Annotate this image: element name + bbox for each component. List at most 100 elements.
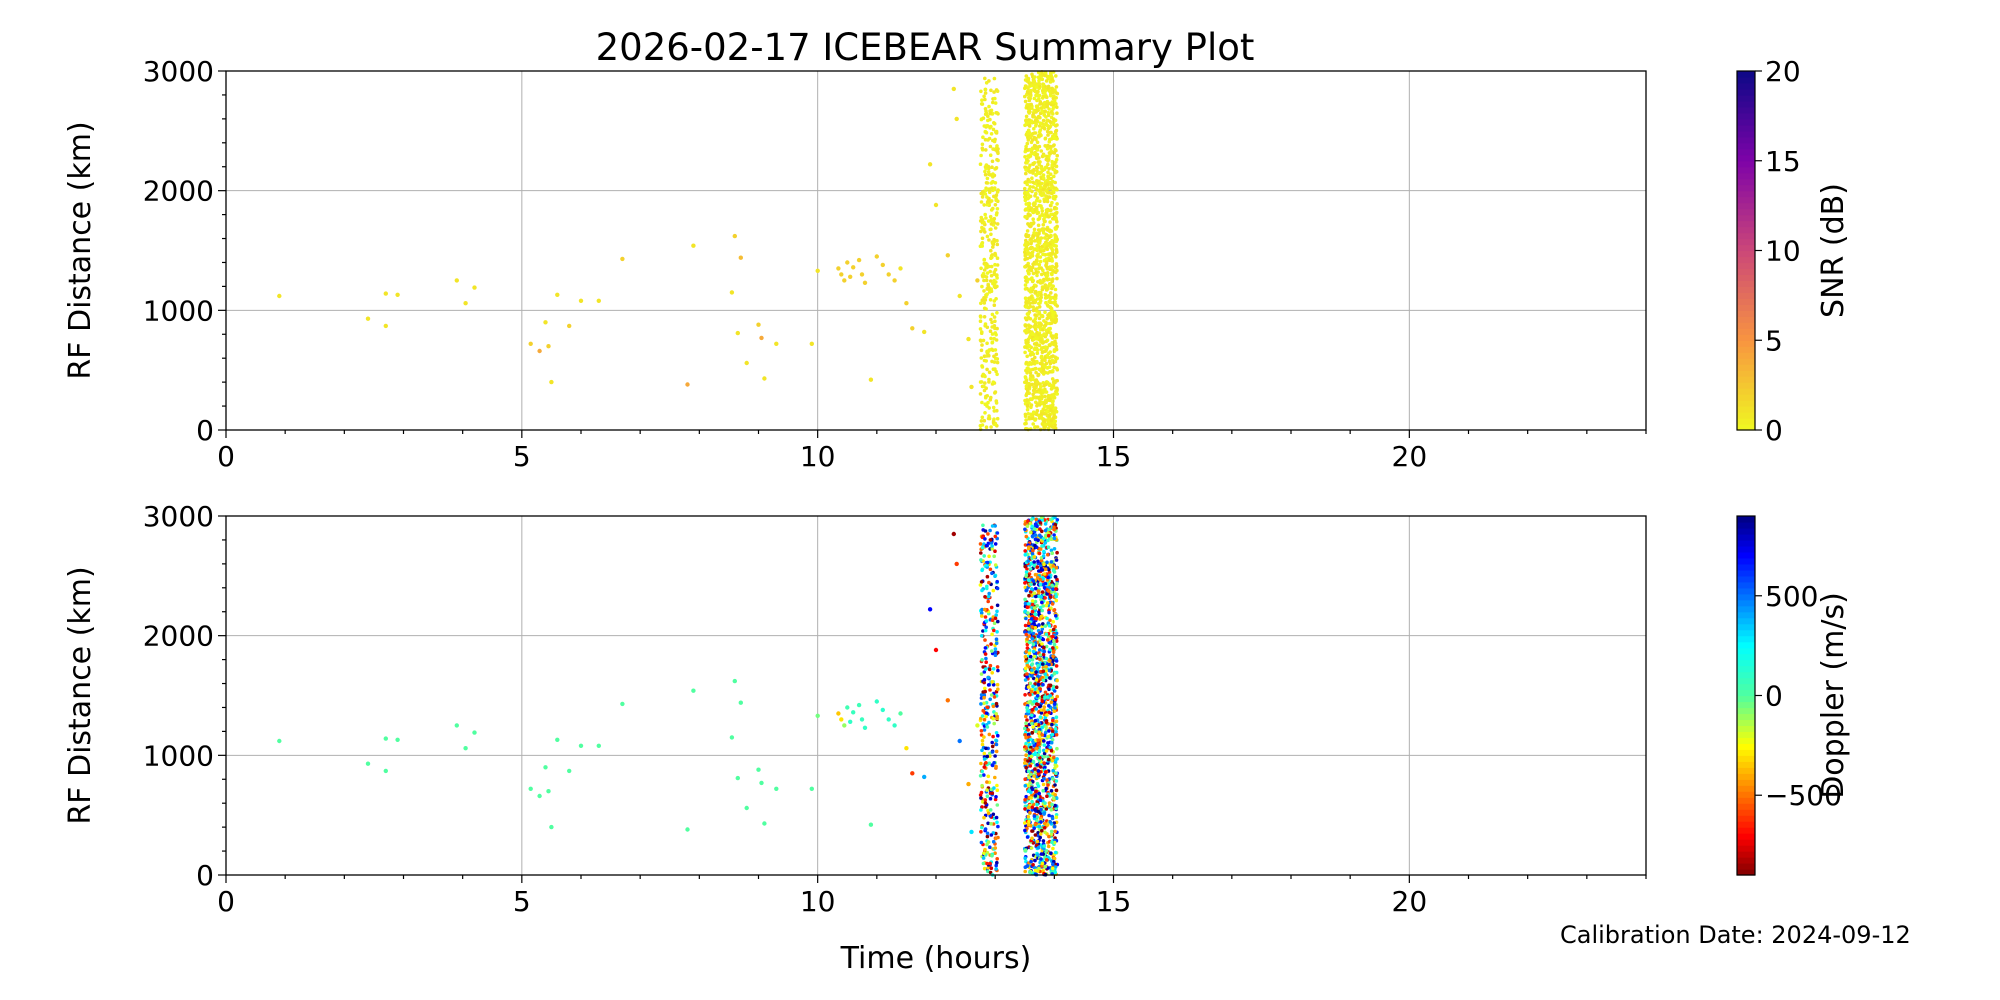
scatter-point (578, 743, 584, 748)
scatter-point (1032, 247, 1036, 252)
x-tick-label: 0 (217, 885, 235, 918)
scatter-point (984, 278, 989, 283)
colorbar-segment (1737, 394, 1755, 401)
scatter-point (1031, 262, 1035, 267)
scatter-point (983, 595, 987, 599)
x-tick-label: 20 (1392, 440, 1428, 473)
colorbar-segment (1737, 833, 1755, 840)
scatter-point (1050, 77, 1054, 82)
colorbar-segment (1737, 358, 1755, 365)
scatter-point (1025, 90, 1030, 95)
scatter-point (995, 157, 999, 162)
scatter-point (383, 768, 388, 774)
scatter-point (1028, 324, 1033, 329)
scatter-point (994, 731, 999, 735)
scatter-point (1049, 185, 1054, 190)
scatter-point (1041, 191, 1046, 196)
scatter-point (1054, 102, 1058, 106)
scatter-point (1039, 857, 1043, 861)
scatter-point (983, 165, 988, 169)
scatter-point (1029, 754, 1034, 759)
scatter-point (983, 798, 988, 802)
scatter-point (1038, 582, 1043, 587)
scatter-point (1053, 870, 1058, 875)
scatter-point (988, 870, 993, 875)
scatter-point (989, 336, 993, 341)
scatter-point (1027, 344, 1032, 349)
scatter-point (1050, 246, 1054, 251)
scatter-point (992, 76, 997, 81)
scatter-point (994, 352, 999, 357)
scatter-point (1023, 155, 1027, 159)
scatter-point (1039, 170, 1043, 174)
scatter-point (1038, 798, 1043, 802)
scatter-point (1038, 653, 1043, 657)
scatter-point (1026, 277, 1030, 282)
colorbar-segment (1737, 713, 1755, 721)
scatter-point (987, 287, 991, 291)
scatter-point (1036, 769, 1041, 773)
scatter-point (981, 861, 986, 866)
scatter-point (995, 783, 999, 788)
scatter-point (988, 538, 993, 542)
scatter-point (1045, 592, 1049, 596)
colorbar-segment (1737, 791, 1755, 798)
scatter-point (1054, 659, 1059, 663)
scatter-point (1050, 722, 1054, 727)
scatter-point (979, 419, 984, 423)
scatter-point (979, 830, 983, 834)
scatter-point (1030, 786, 1034, 790)
scatter-point (1043, 864, 1048, 869)
scatter-point (1052, 99, 1057, 103)
scatter-point (1029, 689, 1034, 694)
scatter-point (1052, 217, 1056, 221)
scatter-point (1051, 862, 1055, 867)
scatter-point (986, 400, 990, 405)
scatter-point (987, 79, 991, 83)
scatter-point (1048, 595, 1053, 599)
colorbar-segment (1737, 268, 1755, 276)
colorbar-label: SNR (dB) (1816, 183, 1851, 318)
scatter-point (1042, 776, 1046, 781)
scatter-point (988, 796, 993, 801)
scatter-point (1043, 404, 1047, 408)
scatter-point (991, 812, 996, 817)
scatter-point (1031, 676, 1036, 681)
scatter-point (979, 215, 984, 220)
scatter-point (982, 203, 986, 207)
scatter-point (991, 245, 995, 249)
scatter-point (1034, 746, 1038, 751)
colorbar-segment (1737, 118, 1755, 126)
scatter-point (1039, 266, 1043, 270)
scatter-point (395, 737, 400, 742)
scatter-point (1052, 151, 1057, 155)
scatter-point (1054, 723, 1058, 728)
colorbar-segment (1737, 94, 1755, 102)
scatter-point (989, 232, 993, 237)
scatter-point (990, 571, 994, 576)
scatter-point (1046, 170, 1050, 175)
scatter-point (1048, 119, 1052, 124)
scatter-point (979, 580, 984, 584)
colorbar-segment (1737, 569, 1755, 577)
scatter-point (987, 104, 991, 109)
scatter-point (1033, 313, 1037, 317)
scatter-point (1044, 257, 1049, 261)
scatter-point (1029, 241, 1033, 246)
scatter-point (1049, 317, 1054, 322)
scatter-point (1048, 628, 1053, 633)
scatter-point (995, 665, 1000, 669)
scatter-point (1051, 284, 1055, 289)
scatter-point (993, 653, 998, 657)
scatter-point (1050, 732, 1055, 737)
scatter-point (1038, 617, 1042, 621)
scatter-point (987, 238, 991, 242)
scatter-point (1040, 600, 1044, 605)
scatter-point (1031, 642, 1036, 647)
scatter-point (463, 301, 468, 306)
scatter-point (1029, 582, 1033, 587)
scatter-point (1053, 803, 1057, 808)
scatter-point (988, 126, 992, 130)
x-tick-label: 10 (800, 440, 836, 473)
colorbar-segment (1737, 707, 1755, 715)
